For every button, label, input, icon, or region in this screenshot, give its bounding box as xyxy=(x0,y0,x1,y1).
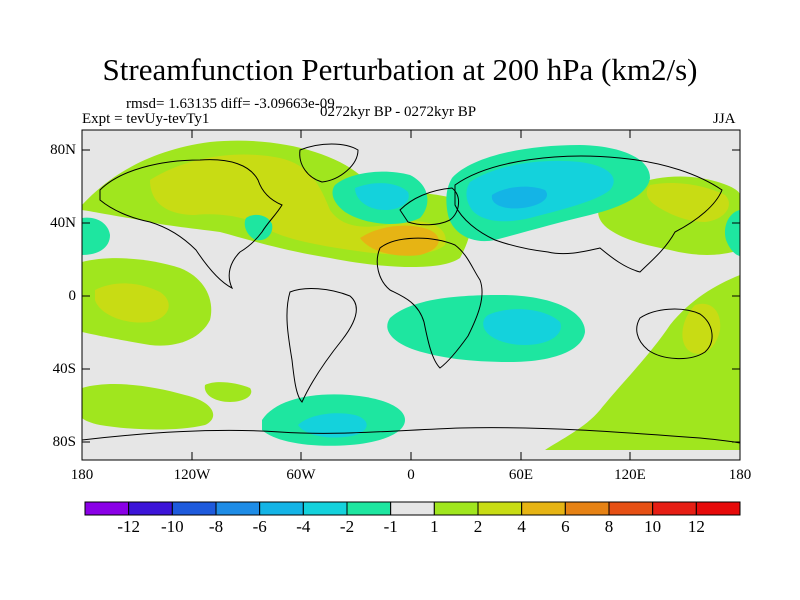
colorbar-label: -8 xyxy=(208,517,224,536)
colorbar-label: -10 xyxy=(160,517,184,536)
field-neg-dateline-north xyxy=(82,217,110,255)
stats-line: rmsd= 1.63135 diff= -3.09663e-09 xyxy=(126,96,335,112)
lon-tick-60e: 60E xyxy=(508,467,534,483)
field-neg-eurasia-3 xyxy=(491,186,548,209)
colorbar-box xyxy=(564,501,610,516)
lat-tick-80n: 80N xyxy=(50,142,76,158)
coast-antarctica xyxy=(82,427,740,444)
colorbar-box xyxy=(171,501,217,516)
lat-tick-40n: 40N xyxy=(50,215,76,231)
colorbar-label: 8 xyxy=(604,517,614,536)
colorbar-label: 6 xyxy=(561,517,570,536)
coast-north-america xyxy=(99,159,283,290)
period-line: 0272kyr BP - 0272kyr BP xyxy=(320,104,477,120)
lat-tick-80s: 80S xyxy=(52,434,76,450)
lon-tick-180e: 180 xyxy=(728,467,752,483)
coast-australia xyxy=(636,308,713,359)
coast-south-america xyxy=(286,288,357,403)
lon-tick-120e: 120E xyxy=(614,467,646,483)
map-title: Streamfunction Perturbation at 200 hPa (… xyxy=(102,52,698,87)
field-neg-africa-indian-2 xyxy=(483,309,561,345)
colorbar-label: -6 xyxy=(252,517,267,536)
colorbar-box xyxy=(84,501,130,516)
colorbar-label: 10 xyxy=(644,517,662,536)
season-label: JJA xyxy=(713,111,736,127)
colorbar-box xyxy=(652,501,697,516)
colorbar-box xyxy=(302,501,348,516)
field-pos-north-america-2 xyxy=(150,154,446,255)
colorbar-box xyxy=(346,501,392,516)
field-pos-south-atlantic xyxy=(204,382,252,402)
colorbar-box xyxy=(215,501,261,516)
lat-tick-40s: 40S xyxy=(52,361,76,377)
field-neg-us-east xyxy=(244,214,273,241)
lon-tick-120w: 120W xyxy=(173,467,211,483)
colorbar-box xyxy=(695,501,741,516)
colorbar-box xyxy=(608,501,654,516)
contour-fields xyxy=(82,130,740,460)
field-neg-north-atlantic-2 xyxy=(355,183,409,210)
colorbar-label: 1 xyxy=(430,517,439,536)
lon-tick-180w: 180 xyxy=(70,467,94,483)
field-pos-west-pacific-2 xyxy=(646,183,729,222)
lat-tick-0: 0 xyxy=(68,288,77,304)
field-neg-antarctic-2 xyxy=(298,413,367,438)
colorbar-label: 2 xyxy=(473,517,483,536)
lat-tick-marks xyxy=(82,149,740,443)
lon-tick-marks xyxy=(81,130,741,460)
field-pos-south-pacific-east xyxy=(82,384,214,430)
colorbar xyxy=(84,501,741,516)
coastlines xyxy=(82,143,740,444)
colorbar-label: -1 xyxy=(383,517,398,536)
colorbar-box xyxy=(390,501,435,516)
lon-tick-60w: 60W xyxy=(286,467,316,483)
colorbar-label: -2 xyxy=(339,517,355,536)
colorbar-label: 4 xyxy=(517,517,526,536)
colorbar-label: -4 xyxy=(296,517,311,536)
field-pos-south-pacific-west-2 xyxy=(95,283,169,323)
colorbar-box xyxy=(433,501,479,516)
coast-asia xyxy=(454,155,723,273)
coast-europe xyxy=(399,187,459,226)
field-neg-dateline-north-east xyxy=(724,210,740,256)
colorbar-label: -12 xyxy=(117,517,140,536)
field-pos-east-australia-2 xyxy=(682,303,721,354)
colorbar-box xyxy=(521,501,566,516)
colorbar-box xyxy=(477,501,523,516)
coast-africa xyxy=(376,237,483,369)
lon-tick-0: 0 xyxy=(407,467,415,483)
colorbar-box xyxy=(128,501,173,516)
coast-greenland xyxy=(299,143,359,183)
experiment-line: Expt = tevUy-tevTy1 xyxy=(82,111,210,127)
colorbar-box xyxy=(259,501,304,516)
colorbar-label: 12 xyxy=(687,517,705,536)
